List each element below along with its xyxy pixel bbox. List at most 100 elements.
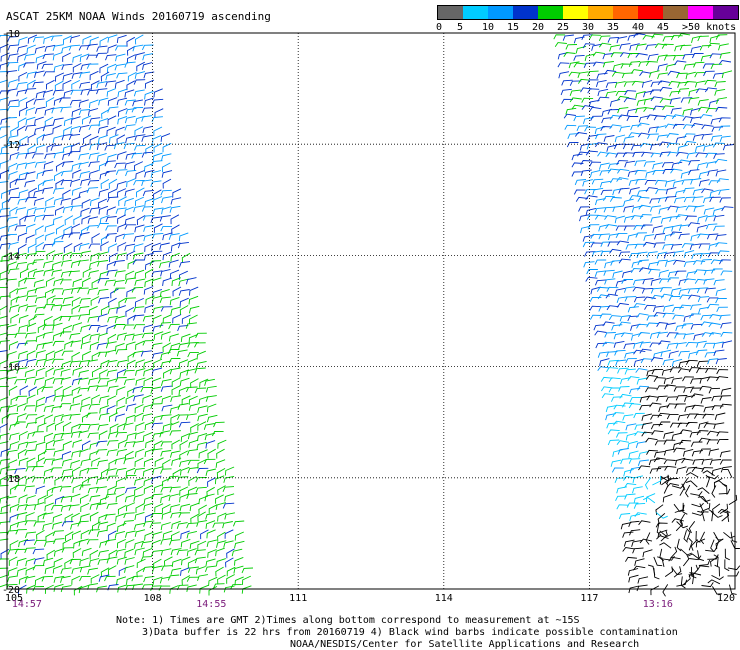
wind-barb [88,324,101,331]
wind-barb [46,142,56,153]
wind-barb [601,386,614,392]
wind-barb [647,564,656,576]
wind-barb [635,53,648,58]
wind-barb [0,359,9,369]
wind-barb [635,441,647,449]
wind-barb [8,187,20,196]
wind-barb [114,162,126,169]
wind-barb [125,414,136,423]
wind-barb [629,529,641,536]
wind-barb [666,403,679,409]
wind-barb [134,52,145,60]
wind-barb [71,575,81,585]
wind-barb [78,538,89,547]
wind-barb [617,448,629,455]
wind-barb [188,295,199,305]
wind-barb [580,160,593,166]
wind-barb [677,422,690,428]
wind-barb [35,144,46,153]
wind-barb [635,178,647,185]
wind-barb [633,296,646,303]
wind-barb [0,423,9,433]
wind-barb [169,269,180,279]
wind-barb [7,548,19,555]
map-title: ASCAT 25KM NOAA Winds 20160719 ascending [6,10,271,23]
wind-barb [26,288,37,297]
wind-barb [14,332,27,338]
wind-barb [605,81,618,88]
wind-barb [26,71,37,79]
wind-barb [646,368,657,377]
wind-barb [689,243,701,250]
wind-barb [650,424,663,430]
wind-barb [70,522,81,530]
wind-barb [670,35,683,41]
wind-barb [133,79,146,85]
wind-barb [55,161,65,172]
wind-barb [144,278,154,288]
wind-barb [580,225,591,234]
wind-barb [178,386,189,396]
wind-barb [78,109,91,116]
wind-barb [152,196,163,206]
wind-barb [645,437,658,443]
wind-barb [215,502,226,510]
legend-swatch [638,6,663,19]
wind-barb [53,278,64,287]
wind-barb [43,205,55,213]
wind-barb [635,232,648,238]
wind-barb [51,269,63,277]
wind-barb [636,313,649,318]
wind-barb [590,233,603,239]
wind-barb [699,45,712,51]
wind-barb [150,250,163,257]
wind-barb [117,242,127,252]
wind-barb [35,350,46,358]
wind-barb [98,549,109,557]
wind-barb [715,106,728,112]
wind-barb [674,44,686,52]
wind-barb [151,422,163,429]
wind-barb [178,278,189,287]
wind-barb [715,169,727,177]
wind-barb [648,458,660,466]
wind-barb [7,261,17,270]
wind-barb [606,286,619,292]
wind-barb [106,324,116,334]
wind-barb [704,87,718,93]
wind-barb [25,421,37,429]
wind-barb [33,207,45,215]
wind-barb [143,162,154,172]
wind-barb [659,86,672,92]
wind-barb [91,367,101,378]
wind-barb [133,522,145,530]
wind-barb [684,395,696,402]
wind-barb [709,314,722,319]
wind-barb [579,143,591,151]
wind-barb [657,80,670,86]
wind-barb [656,54,668,62]
wind-barb [662,584,669,597]
wind-barb [172,286,182,297]
wind-barb [609,114,622,120]
wind-barb [633,225,646,231]
wind-barb [629,513,640,522]
wind-barb [20,268,29,278]
wind-barb [158,585,171,591]
wind-barb [659,141,672,147]
wind-barb [114,233,125,242]
wind-barb [672,54,685,61]
wind-barb [205,558,216,567]
wind-barb [684,140,697,146]
wind-barb [682,554,690,567]
wind-barb [27,34,38,44]
wind-barb [204,493,215,502]
wind-barb [607,429,620,435]
wind-barb [31,466,44,472]
wind-barb [69,360,81,367]
wind-barb [637,332,650,337]
wind-barb [125,169,137,177]
wind-barb [72,466,81,477]
wind-barb [0,62,10,71]
wind-barb [142,566,154,573]
